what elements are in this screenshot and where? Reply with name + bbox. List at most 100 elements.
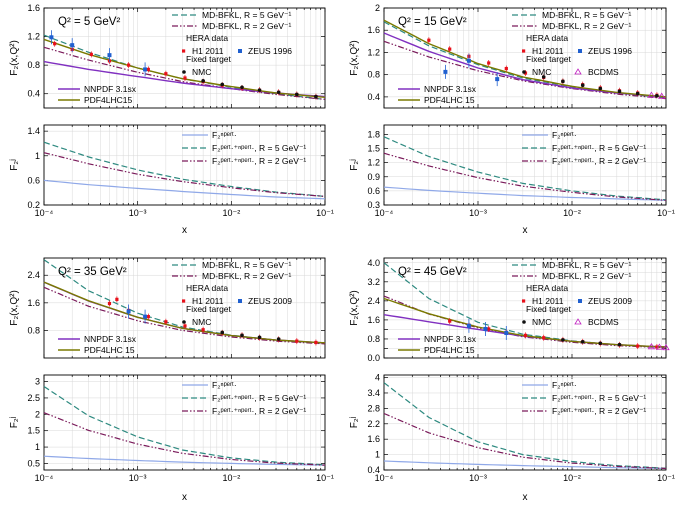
legend-label: NMC: [192, 317, 211, 327]
series-line: [383, 152, 667, 201]
series-line: [43, 141, 326, 197]
y-tick-label: 1.5: [27, 426, 40, 436]
x-tick-label: 10⁻⁴: [35, 208, 54, 218]
nmc-point: [201, 79, 205, 83]
legend-nmc-marker: [522, 70, 526, 74]
nmc-point: [541, 75, 546, 79]
y-tick-label: 1.6: [367, 315, 380, 325]
h1-point: [89, 52, 93, 57]
y-tick-label: 2.5: [27, 393, 40, 403]
y-tick-label: 0.9: [367, 172, 380, 182]
y-tick-label: 0.4: [27, 89, 40, 99]
legend-label: PDF4LHC15: [84, 95, 132, 105]
top-frame: [383, 257, 667, 359]
series-line: [383, 40, 667, 100]
legend-label: NMC: [532, 317, 551, 327]
h1-point: [655, 345, 659, 349]
y-tick-label: 0.8: [27, 325, 40, 335]
legend-label: PDF4LHC 15: [424, 95, 475, 105]
legend-label: F₂ᵖᵉʳᵗ·⁺ⁿᵖᵉʳᵗ·, R = 2 GeV⁻¹: [552, 406, 646, 416]
y-tick-label: 4.0: [367, 258, 380, 268]
panel-1: 0.4 0.8 1.2 1.6 F₂(x,Q²) 0.2 0.6 1 1.4 F₂ʲ 10⁻⁴ 10⁻…: [9, 3, 334, 236]
y-tick-label: 0.8: [27, 60, 40, 70]
x-tick-label: 10⁻³: [469, 208, 487, 218]
bottom-frame: [383, 374, 667, 471]
panel-3: 0.8 1.6 2.4 F₂(x,Q²) 0.5 1 1.5 2 2.5 3 F₂ʲ 10⁻⁴ 10⁻³…: [9, 257, 334, 503]
legend-label: NNPDF 3.1sx: [424, 84, 477, 94]
h1-point: [636, 344, 640, 348]
bottom-frame: [43, 124, 326, 206]
nmc-point: [598, 86, 603, 91]
series-line: [383, 19, 667, 98]
legend-h1-marker: [182, 299, 186, 303]
legend-label: H1 2011: [532, 296, 564, 306]
top-subplot: 0.0 0.8 1.6 2.4 3.2 4.0 F₂(x,Q²): [349, 257, 670, 363]
legend-label: MD-BFKL, R = 2 GeV⁻¹: [202, 271, 291, 281]
legend-zeus-marker: [578, 49, 582, 53]
legend-label: F₂ᵖᵉʳᵗ·⁺ⁿᵖᵉʳᵗ·, R = 5 GeV⁻¹: [212, 393, 306, 403]
series-line: [43, 179, 326, 200]
y-tick-label: 2: [35, 409, 40, 419]
y-tick-label: 0.8: [367, 70, 380, 80]
y-tick-label: 2.4: [27, 270, 40, 280]
h1-point: [53, 42, 57, 46]
legend-h1-marker: [522, 299, 526, 303]
panel-4: 0.0 0.8 1.6 2.4 3.2 4.0 F₂(x,Q²) 0.4 1 1.6 2.2 2.8 3…: [349, 257, 675, 503]
bottom-subplot: 0.3 0.6 0.9 1.2 1.5 1.8 F₂ʲ: [349, 124, 667, 210]
nmc-point: [276, 337, 281, 341]
y-tick-label: 1.2: [367, 158, 380, 168]
legend-label: MD-BFKL, R = 5 GeV⁻¹: [542, 260, 631, 270]
nmc-point: [295, 92, 299, 97]
bottom-legend: F₂ⁿᵖᵉʳᵗ· F₂ᵖᵉʳᵗ·⁺ⁿᵖᵉʳᵗ·, R = 5 GeV⁻¹ F₂ᵖᵉʳ…: [522, 380, 646, 416]
legend-label: ZEUS 2009: [588, 296, 632, 306]
nmc-point: [580, 340, 585, 344]
x-axis-label: x: [523, 492, 528, 503]
y-tick-label: 0.6: [27, 175, 40, 185]
legend-label: F₂ᵖᵉʳᵗ·⁺ⁿᵖᵉʳᵗ·, R = 5 GeV⁻¹: [552, 393, 646, 403]
x-tick-label: 10⁻²: [222, 473, 240, 483]
top-subplot: 0.4 0.8 1.2 1.6 2 F₂(x,Q²): [349, 3, 667, 109]
series-line: [383, 186, 667, 201]
h1-point: [314, 340, 318, 345]
h1-point: [295, 339, 299, 343]
y-tick-label: 0.3: [367, 200, 380, 210]
y-tick-label: 1: [35, 442, 40, 452]
legend-zeus-marker: [578, 299, 582, 303]
legend-label: H1 2011: [532, 46, 564, 56]
x-tick-label: 10⁻¹: [657, 208, 675, 218]
y-tick-label: 1: [375, 450, 380, 460]
legend-title: HERA data: [526, 283, 568, 293]
y-tick-label: 1: [35, 151, 40, 161]
nmc-point: [655, 93, 659, 98]
x-tick-label: 10⁻⁴: [375, 473, 394, 483]
q2-label: Q² = 35 GeV²: [58, 266, 127, 278]
legend-label: F₂ᵖᵉʳᵗ·⁺ⁿᵖᵉʳᵗ·, R = 5 GeV⁻¹: [552, 143, 646, 153]
y-tick-label: 3.4: [367, 388, 380, 398]
y-tick-label: 1.2: [367, 47, 380, 57]
bottom-legend: F₂ⁿᵖᵉʳᵗ· F₂ᵖᵉʳᵗ·⁺ⁿᵖᵉʳᵗ·, R = 5 GeV⁻¹ F₂ᵖᵉʳ…: [182, 380, 306, 416]
y-tick-label: 0.0: [367, 353, 380, 363]
bottom-legend: F₂ⁿᵖᵉʳᵗ· F₂ᵖᵉʳᵗ·⁺ⁿᵖᵉʳᵗ·, R = 5 GeV⁻¹ F₂ᵖᵉʳ…: [182, 130, 306, 166]
legend-label: BCDMS: [588, 67, 619, 77]
legend-label: F₂ⁿᵖᵉʳᵗ·: [552, 380, 577, 390]
legend-bcdms-marker: [574, 318, 582, 325]
y-tick-label: 0.4: [367, 92, 380, 102]
h1-point: [427, 38, 431, 42]
legend-label: PDF4LHC 15: [424, 345, 475, 355]
legend-label: NNPDF 3.1sx: [424, 334, 477, 344]
nmc-point: [220, 82, 225, 87]
legend-label: ZEUS 1996: [588, 46, 632, 56]
y-tick-label: 1.6: [367, 434, 380, 444]
h1-point: [183, 76, 187, 80]
nmc-point: [635, 91, 640, 96]
y-axis-label: F₂ʲ: [9, 416, 20, 428]
legend-label: ZEUS 2009: [248, 296, 292, 306]
legend-label: F₂ᵖᵉʳᵗ·⁺ⁿᵖᵉʳᵗ·, R = 2 GeV⁻¹: [212, 406, 306, 416]
y-tick-label: 2.4: [367, 296, 380, 306]
y-tick-label: 1.2: [27, 32, 40, 42]
legend-nmc-marker: [182, 70, 186, 74]
zeus-point: [483, 326, 488, 331]
legend-h1-marker: [182, 49, 186, 53]
legend-label: F₂ᵖᵉʳᵗ·⁺ⁿᵖᵉʳᵗ·, R = 2 GeV⁻¹: [552, 156, 646, 166]
top-frame: [43, 257, 326, 359]
